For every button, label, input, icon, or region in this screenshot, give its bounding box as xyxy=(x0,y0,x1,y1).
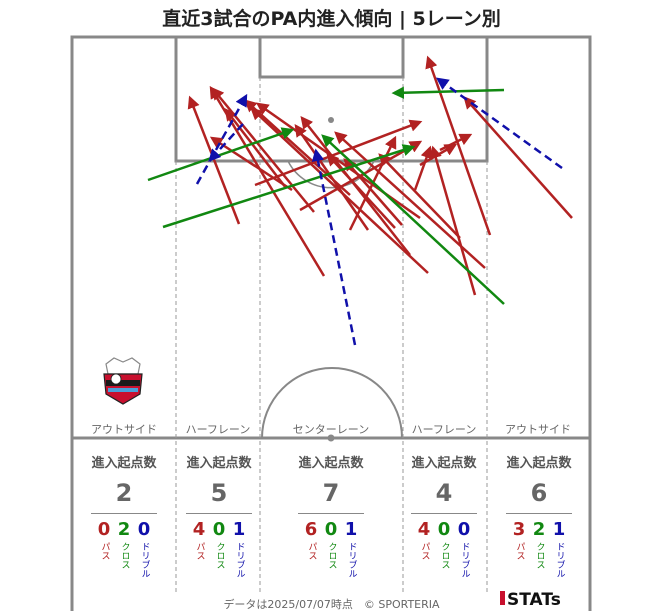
stat-head: 進入起点数 xyxy=(411,456,477,471)
pass-count: 4 パス xyxy=(417,519,431,561)
pass-arrow xyxy=(439,133,473,152)
cross-count: 0 クロス xyxy=(324,519,338,570)
dribble-arrow xyxy=(195,93,248,185)
arrow-layer xyxy=(147,55,573,346)
dribble-count: 1 ドリブル xyxy=(232,519,246,579)
pass-count: 4 パス xyxy=(192,519,206,561)
stat-breakdown: 3 パス 2 クロス 1 ドリブル xyxy=(499,519,579,579)
brand-mark-icon xyxy=(500,591,505,605)
center-circle xyxy=(261,367,403,439)
pass-arrow xyxy=(378,153,461,239)
pass-arrow xyxy=(209,136,293,192)
pass-arrow xyxy=(463,96,573,219)
pass-arrow xyxy=(224,108,287,189)
dribble-arrow xyxy=(311,148,357,346)
stat-rule xyxy=(411,513,477,514)
stat-head: 進入起点数 xyxy=(298,456,364,471)
stat-rule xyxy=(91,513,157,514)
pass-arrow xyxy=(294,123,370,231)
dribble-count: 1 ドリブル xyxy=(344,519,358,579)
stat-breakdown: 6 パス 0 クロス 1 ドリブル xyxy=(291,519,371,579)
lane-stats-1: 進入起点数 5 4 パス 0 クロス 1 ドリブル xyxy=(179,452,259,578)
stat-total: 4 xyxy=(435,479,453,507)
lane-stats-4: 進入起点数 6 3 パス 2 クロス 1 ドリブル xyxy=(499,452,579,578)
dribble-count: 0 ドリブル xyxy=(457,519,471,579)
stat-breakdown: 0 パス 2 クロス 0 ドリブル xyxy=(84,519,164,579)
center-spot xyxy=(327,434,335,442)
cross-count: 2 クロス xyxy=(532,519,546,570)
club-crest-icon xyxy=(103,357,143,405)
penalty-spot xyxy=(328,117,334,123)
pass-arrow xyxy=(413,145,433,191)
cross-count: 0 クロス xyxy=(212,519,226,570)
pass-arrow xyxy=(334,131,486,269)
data-date-footer: データは2025/07/07時点 © SPORTERIA xyxy=(223,598,440,611)
dribble-arrow xyxy=(208,123,244,162)
stat-breakdown: 4 パス 0 クロス 1 ドリブル xyxy=(179,519,259,579)
lane-label-halflane-right: ハーフレーン xyxy=(411,423,477,436)
pass-arrow xyxy=(429,145,477,296)
pass-arrow xyxy=(326,153,396,229)
stat-breakdown: 4 パス 0 クロス 0 ドリブル xyxy=(404,519,484,579)
lane-label-outside-right: アウトサイド xyxy=(505,423,571,436)
lane-label-halflane-left: ハーフレーン xyxy=(185,423,251,436)
pass-count: 6 パス xyxy=(304,519,318,561)
pass-arrow xyxy=(343,158,403,226)
goal-area xyxy=(258,35,405,79)
stat-head: 進入起点数 xyxy=(186,456,252,471)
lane-label-center: センターレーン xyxy=(292,423,370,436)
cross-arrow xyxy=(321,134,505,305)
stat-total: 7 xyxy=(322,479,340,507)
cross-arrow xyxy=(391,86,505,99)
lane-label-outside-left: アウトサイド xyxy=(91,423,157,436)
stat-total: 6 xyxy=(530,479,548,507)
stats-brand-logo: STATs xyxy=(500,590,561,610)
lane-stats-2: 進入起点数 7 6 パス 0 クロス 1 ドリブル xyxy=(291,452,371,578)
stat-head: 進入起点数 xyxy=(506,456,572,471)
chart-title: 直近3試合のPA内進入傾向 | 5レーン別 xyxy=(162,8,501,30)
stat-rule xyxy=(186,513,252,514)
stat-total: 5 xyxy=(210,479,228,507)
dribble-count: 1 ドリブル xyxy=(552,519,566,579)
pass-count: 0 パス xyxy=(97,519,111,561)
stat-rule xyxy=(506,513,572,514)
cross-arrow xyxy=(162,144,416,229)
stat-head: 進入起点数 xyxy=(91,456,157,471)
lane-stats-3: 進入起点数 4 4 パス 0 クロス 0 ドリブル xyxy=(404,452,484,578)
lane-stats-0: 進入起点数 2 0 パス 2 クロス 0 ドリブル xyxy=(84,452,164,578)
pass-arrow xyxy=(425,55,492,236)
dribble-count: 0 ドリブル xyxy=(137,519,151,579)
stat-total: 2 xyxy=(115,479,133,507)
cross-count: 0 クロス xyxy=(437,519,451,570)
cross-count: 2 クロス xyxy=(117,519,131,570)
stat-rule xyxy=(298,513,364,514)
pass-count: 3 パス xyxy=(512,519,526,561)
pass-arrow xyxy=(254,119,423,187)
